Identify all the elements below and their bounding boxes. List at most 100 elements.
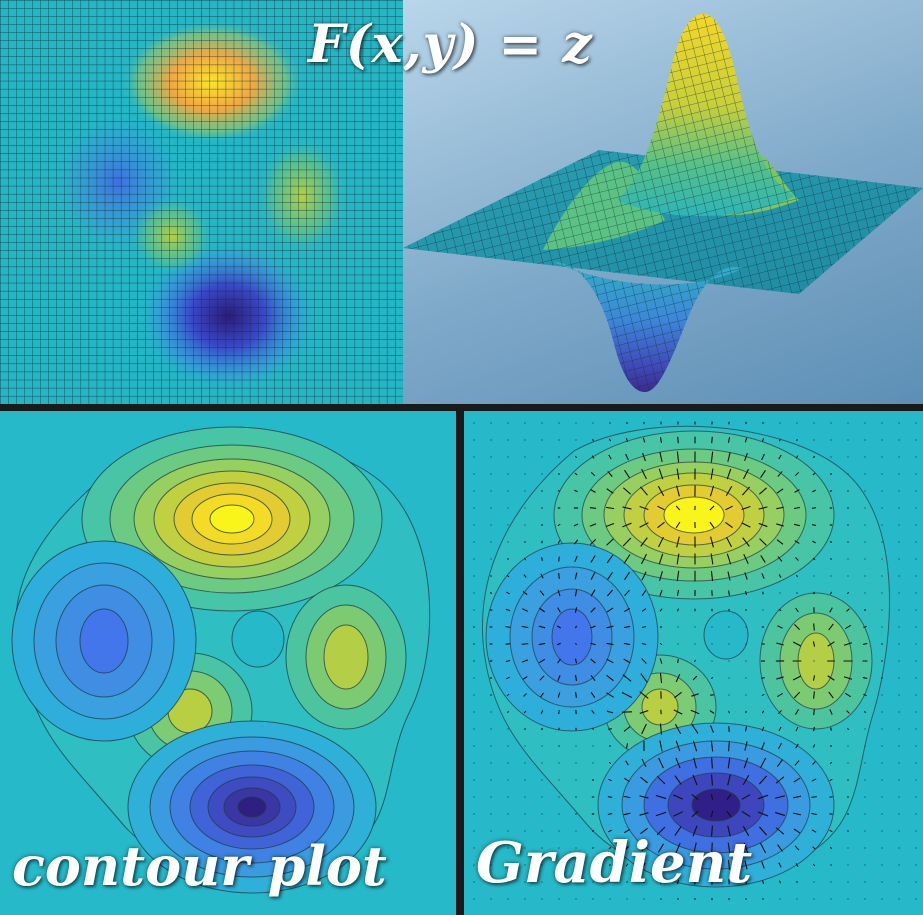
gradient-arrow (830, 558, 832, 560)
gradient-arrow (607, 470, 613, 478)
gradient-arrow (674, 723, 682, 735)
gradient-panel (464, 411, 923, 915)
gradient-arrow (779, 422, 781, 424)
gradient-arrow (490, 524, 492, 526)
gradient-arrow (813, 726, 815, 732)
gradient-arrow (643, 880, 645, 884)
gradient-arrow (523, 710, 527, 714)
gradient-arrow (574, 607, 578, 613)
gradient-arrow (693, 757, 697, 769)
gradient-arrow (656, 826, 666, 836)
contour-panel (0, 411, 456, 915)
gradient-arrow (864, 507, 866, 509)
gradient-arrow (863, 609, 867, 611)
gradient-arrow (915, 575, 917, 577)
gradient-arrow (915, 592, 917, 594)
gradient-arrow (540, 573, 544, 579)
gradient-arrow (541, 779, 543, 781)
gradient-arrow (864, 422, 866, 424)
gradient-arrow (792, 675, 802, 681)
gradient-arrow (658, 553, 664, 565)
gradient-arrow (641, 758, 647, 768)
gradient-arrow (507, 745, 509, 747)
gradient-arrow (795, 607, 799, 613)
gradient-arrow (812, 744, 816, 748)
gradient-arrow (641, 658, 647, 664)
gradient-arrow (742, 774, 750, 786)
gradient-arrow (881, 592, 883, 594)
gradient-arrow (643, 898, 645, 900)
gradient-arrow (574, 555, 578, 563)
gradient-arrow (778, 454, 782, 460)
gradient-arrow (881, 745, 883, 747)
gradient-arrow (743, 757, 749, 769)
gradient-arrow (575, 762, 577, 764)
gradient-arrow (795, 557, 799, 561)
gradient-arrow (507, 541, 509, 543)
gradient-arrow (776, 488, 784, 494)
gradient-arrow (623, 795, 631, 799)
gradient-arrow (761, 861, 765, 869)
gradient-arrow (710, 468, 714, 480)
gradient-arrow (605, 506, 615, 510)
gradient-arrow (745, 879, 747, 885)
gradient-arrow (558, 422, 560, 424)
gradient-arrow (624, 589, 630, 597)
gradient-arrow (639, 812, 649, 816)
gradient-arrow (710, 740, 714, 752)
surface-panel (403, 0, 923, 404)
gradient-arrow (574, 489, 578, 493)
gradient-arrow (607, 572, 613, 580)
gradient-arrow (590, 674, 596, 682)
gradient-arrow (524, 762, 526, 764)
gradient-arrow (725, 505, 733, 511)
gradient-arrow (507, 524, 509, 526)
gradient-arrow (881, 524, 883, 526)
horizontal-divider (0, 404, 923, 411)
gradient-arrow (881, 728, 883, 730)
gradient-arrow (490, 796, 492, 798)
gradient-arrow (641, 571, 647, 581)
gradient-arrow (776, 523, 784, 527)
gradient-arrow (608, 778, 612, 782)
gradient-arrow (473, 558, 475, 560)
gradient-arrow (473, 422, 475, 424)
gradient-arrow (490, 694, 492, 696)
gradient-arrow (606, 625, 614, 629)
gradient-arrow (625, 760, 629, 766)
gradient-arrow (881, 507, 883, 509)
gradient-arrow (473, 796, 475, 798)
gradient-arrow (490, 422, 492, 424)
gradient-arrow (557, 589, 561, 597)
gradient-arrow (609, 881, 611, 883)
gradient-arrow (592, 847, 594, 849)
gradient-arrow (843, 676, 853, 680)
gradient-arrow (692, 740, 698, 752)
gradient-arrow (762, 591, 764, 595)
gradient-arrow (557, 642, 561, 646)
gradient-arrow (523, 693, 527, 697)
gradient-arrow (829, 490, 833, 492)
gradient-arrow (728, 590, 730, 596)
gradient-arrow (757, 811, 769, 817)
gradient-arrow (659, 723, 663, 735)
gradient-arrow (864, 847, 866, 849)
gradient-arrow (575, 745, 577, 747)
gradient-arrow (524, 898, 526, 900)
gradient-arrow (711, 660, 713, 662)
gradient-arrow (606, 607, 614, 613)
gradient-arrow (590, 692, 596, 698)
gradient-arrow (726, 794, 732, 800)
gradient-arrow (676, 536, 680, 548)
gradient-arrow (864, 779, 866, 781)
gradient-arrow (558, 572, 560, 580)
gradient-arrow (490, 558, 492, 560)
gradient-arrow (473, 490, 475, 492)
gradient-arrow (743, 842, 749, 854)
gradient-arrow (847, 473, 849, 475)
gradient-arrow (674, 775, 682, 785)
gradient-arrow (490, 779, 492, 781)
gradient-arrow (693, 659, 697, 663)
gradient-arrow (830, 439, 832, 441)
gradient-arrow (847, 558, 849, 560)
